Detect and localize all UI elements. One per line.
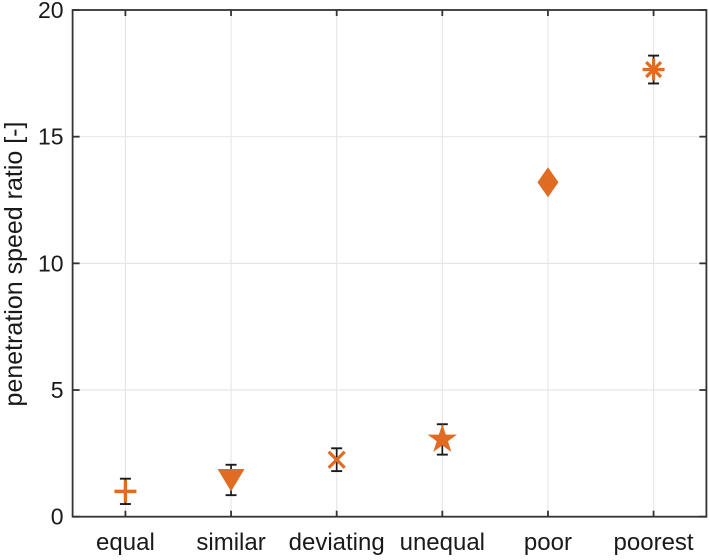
- y-tick-label: 10: [38, 250, 64, 276]
- y-axis-label: penetration speed ratio [-]: [0, 121, 28, 407]
- marker-x: [327, 450, 346, 469]
- star-marker-icon: [427, 423, 458, 452]
- marker-asterisk: [642, 58, 665, 81]
- x-tick-label: similar: [196, 529, 265, 556]
- marker-triangle-down: [217, 468, 245, 492]
- marker-star: [427, 423, 458, 452]
- data-markers: [114, 58, 665, 503]
- gridlines: [72, 10, 707, 517]
- error-bars: [119, 54, 660, 505]
- y-tick-labels: 0 5 10 15 20: [38, 0, 64, 530]
- triangle-down-marker-icon: [217, 468, 245, 492]
- diamond-marker-icon: [537, 167, 559, 198]
- x-tick-label: unequal: [400, 529, 485, 556]
- axis-ticks: [72, 9, 707, 518]
- y-tick-label: 20: [38, 0, 64, 23]
- x-tick-label: poor: [524, 529, 572, 556]
- asterisk-marker-icon: [645, 61, 663, 79]
- x-tick-labels: equal similar deviating unequal poor poorest: [96, 529, 694, 556]
- marker-diamond: [537, 167, 559, 198]
- marker-plus: [114, 480, 137, 503]
- x-tick-label: deviating: [289, 529, 385, 556]
- y-tick-label: 0: [51, 504, 64, 530]
- y-tick-label: 5: [51, 377, 64, 403]
- x-tick-label: equal: [96, 529, 155, 556]
- y-tick-label: 15: [38, 124, 64, 150]
- x-tick-label: poorest: [614, 529, 694, 556]
- x-marker-icon: [327, 450, 346, 469]
